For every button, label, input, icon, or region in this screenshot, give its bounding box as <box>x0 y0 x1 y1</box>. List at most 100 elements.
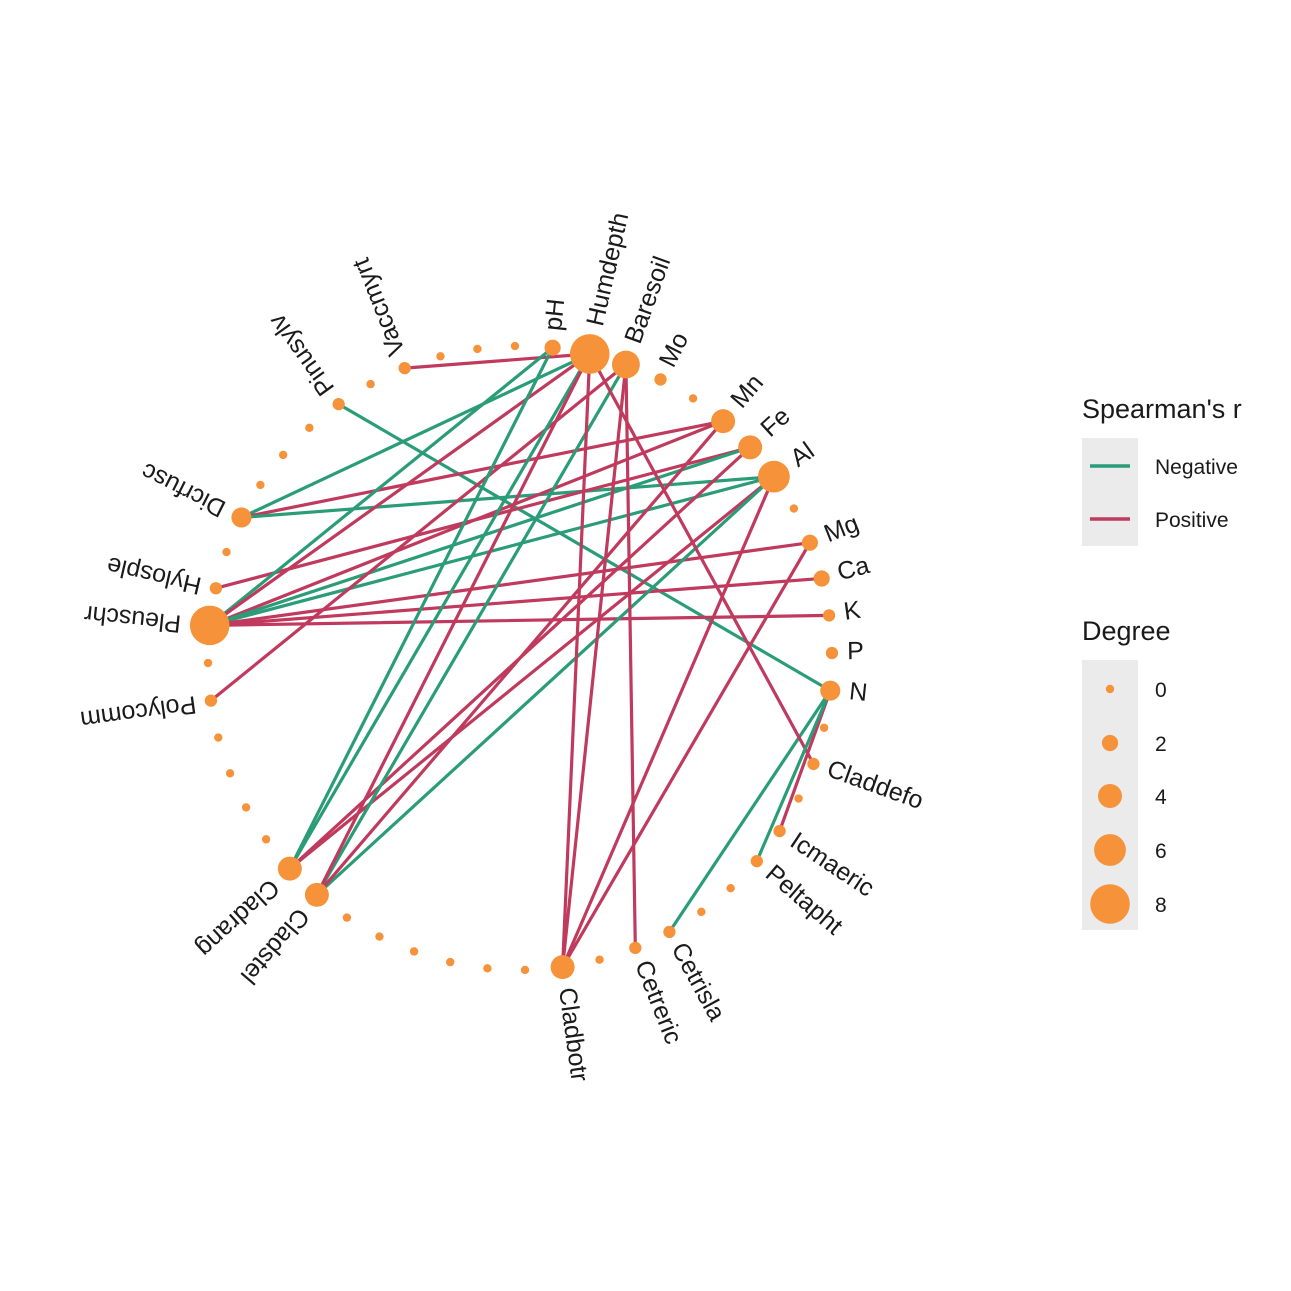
legend-degree: Degree 0 2 4 6 8 <box>1082 616 1171 930</box>
legend-degree-label-0: 0 <box>1155 679 1167 702</box>
node-unlabeled-28 <box>409 947 419 956</box>
edge-cetrisla-n <box>667 689 832 934</box>
node-unlabeled-38 <box>203 658 213 668</box>
legend-degree-label-8: 8 <box>1155 894 1167 917</box>
label-p: P <box>847 637 864 665</box>
edge-pleuschr-mn <box>208 419 725 627</box>
node-unlabeled-27 <box>446 957 455 967</box>
node-mn <box>711 409 736 434</box>
node-baresoil <box>611 350 640 379</box>
node-al <box>757 460 790 493</box>
edge-claddefo-humdepth <box>588 352 816 766</box>
label-mg: Mg <box>820 509 863 548</box>
node-unlabeled-16 <box>794 794 803 803</box>
node-k <box>822 609 836 622</box>
edge-cladrang-ph <box>288 346 555 871</box>
node-unlabeled-14 <box>819 723 829 732</box>
edge-pleuschr-ph <box>208 346 555 627</box>
edge-cladbotr-baresoil <box>560 362 628 969</box>
edge-pleuschr-k <box>208 613 831 627</box>
label-ca: Ca <box>834 551 872 586</box>
edge-cladstel-al <box>315 475 776 897</box>
node-fe <box>738 435 763 460</box>
node-unlabeled-30 <box>342 913 352 922</box>
node-vaccmyrt <box>398 361 411 375</box>
label-n: N <box>848 677 869 707</box>
label-layer: pH HumdepthBaresoilMoMnFeAlMgCaKPNCladdef… <box>79 210 927 1083</box>
node-unlabeled-45 <box>305 423 314 433</box>
node-polycomm <box>204 694 218 707</box>
edge-cladstel-mn <box>315 419 725 897</box>
legend-degree-dot-2 <box>1101 734 1119 752</box>
edge-cladbotr-mg <box>560 541 812 969</box>
legend-degree-label-4: 4 <box>1155 786 1167 809</box>
node-claddefo <box>807 757 820 771</box>
node-hylosple <box>209 582 223 595</box>
label-pleuschr: Pleuschr <box>83 600 183 638</box>
edge-pleuschr-fe <box>208 445 752 627</box>
node-peltapht <box>750 854 763 868</box>
legend-degree-dot-6 <box>1094 834 1126 866</box>
legend-positive-label: Positive <box>1155 509 1229 532</box>
node-n <box>820 680 841 701</box>
node-unlabeled-47 <box>366 379 375 389</box>
node-unlabeled-25 <box>520 965 530 975</box>
node-unlabeled-19 <box>726 883 735 893</box>
edge-cladrang-al <box>288 475 776 871</box>
label-claddefo: Claddefo <box>823 755 927 815</box>
node-icmaeric <box>773 824 786 838</box>
label-mn: Mn <box>725 369 769 414</box>
edge-pleuschr-mg <box>208 541 812 627</box>
edge-cetreric-baresoil <box>624 362 637 950</box>
node-unlabeled-36 <box>214 733 223 742</box>
label-humdepth: Humdepth <box>581 210 634 329</box>
edge-cladstel-humdepth <box>315 352 592 897</box>
edge-dicrfusc-humdepth <box>239 352 592 520</box>
label-mo: Mo <box>654 328 695 372</box>
node-cetrisla <box>663 925 676 939</box>
edge-cladbotr-humdepth <box>560 352 592 969</box>
edge-vaccmyrt-humdepth <box>403 352 592 370</box>
node-unlabeled-35 <box>225 769 235 778</box>
label-cladbotr: Cladbotr <box>553 986 594 1083</box>
label-polycomm: Polycomm <box>79 690 198 734</box>
edge-dicrfusc-mn <box>239 419 725 520</box>
node-humdepth <box>569 334 610 374</box>
node-mg <box>801 534 819 551</box>
edge-cladrang-humdepth <box>288 352 592 871</box>
edge-cladstel-baresoil <box>315 362 628 897</box>
node-mo <box>654 373 667 386</box>
legend-degree-label-2: 2 <box>1155 733 1167 756</box>
label-al: Al <box>785 437 819 473</box>
label-fe: Fe <box>755 402 795 442</box>
node-cladbotr <box>550 955 575 980</box>
legend-spearman-key-bg <box>1082 438 1138 546</box>
node-unlabeled-41 <box>222 547 231 557</box>
node-unlabeled-50 <box>473 344 482 354</box>
label-k: K <box>842 596 863 626</box>
node-unlabeled-34 <box>241 803 251 812</box>
node-unlabeled-26 <box>483 964 492 973</box>
node-p <box>825 646 839 660</box>
legend-degree-title: Degree <box>1082 616 1171 646</box>
node-unlabeled-29 <box>375 932 384 941</box>
label-vaccmyrt: Vaccmyrt <box>347 254 411 359</box>
node-unlabeled-51 <box>510 341 520 351</box>
label-pinusylv: Pinusylv <box>263 308 340 400</box>
label-dicrfusc: Dicrfusc <box>137 457 230 523</box>
node-pinusylv <box>332 397 345 411</box>
node-pleuschr <box>189 605 230 646</box>
legend-degree-dot-0 <box>1105 684 1115 694</box>
legend-degree-dot-8 <box>1090 884 1130 924</box>
edge-peltapht-n <box>755 689 832 863</box>
label-hylosple: Hylosple <box>104 551 204 600</box>
node-unlabeled-20 <box>697 907 706 917</box>
edge-pleuschr-humdepth <box>208 352 592 627</box>
legend-degree-dot-4 <box>1098 784 1122 808</box>
node-dicrfusc <box>231 507 252 528</box>
node-ca <box>813 570 830 587</box>
legend-degree-label-6: 6 <box>1155 840 1167 863</box>
node-unlabeled-33 <box>261 835 271 844</box>
node-unlabeled-23 <box>595 955 604 964</box>
